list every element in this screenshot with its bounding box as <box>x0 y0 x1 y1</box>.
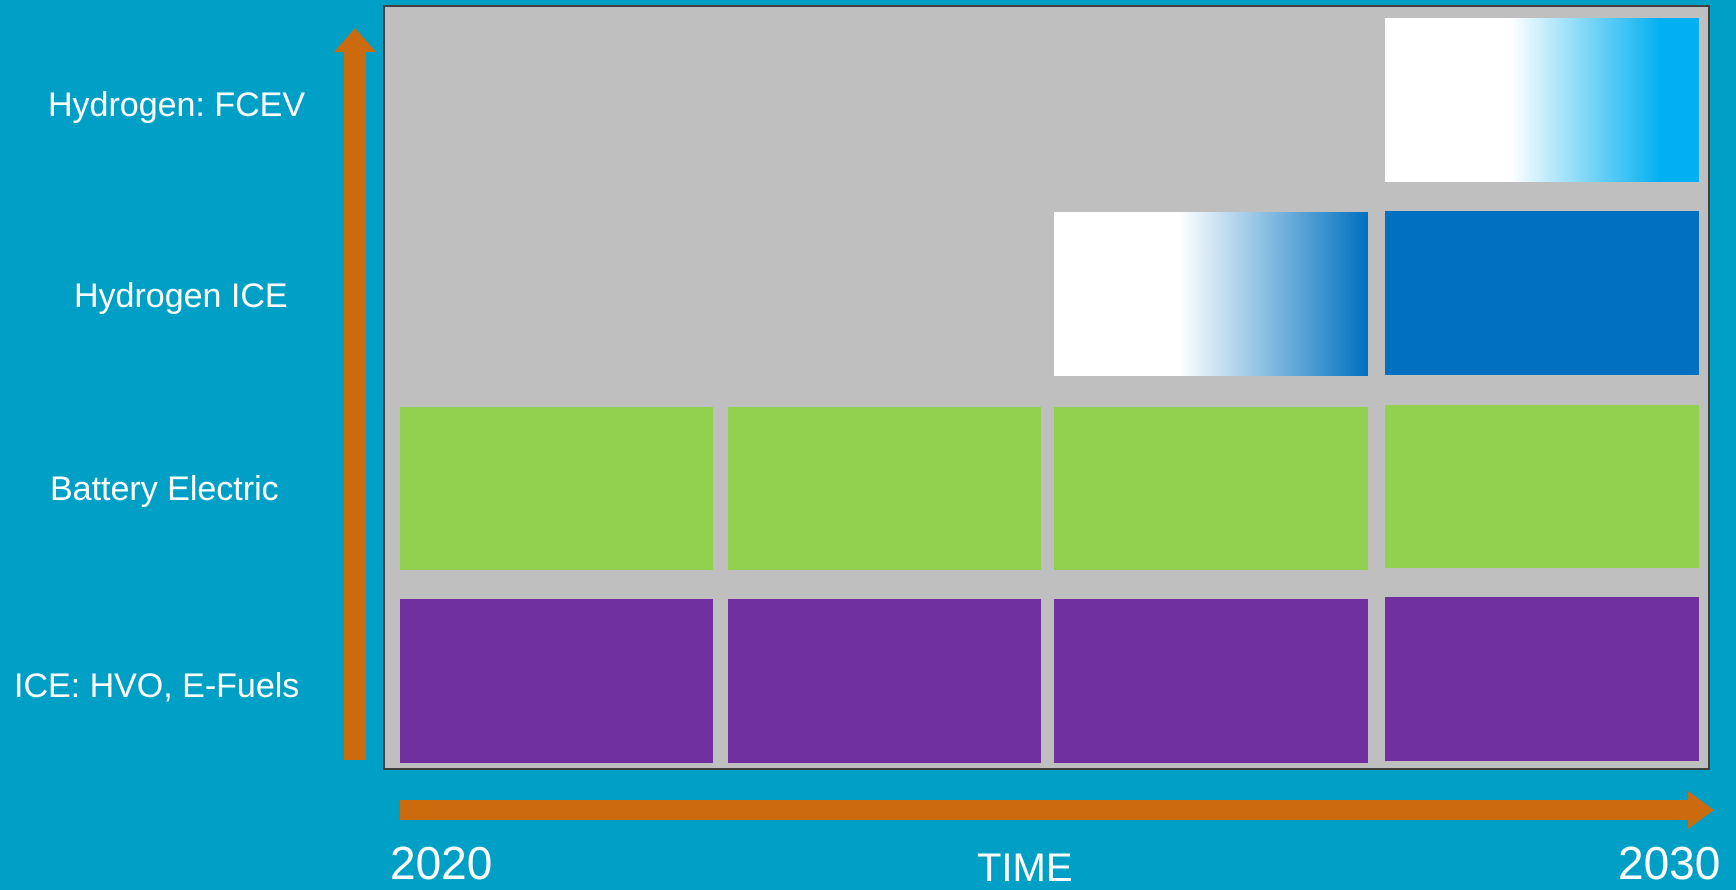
cell-ice-fuels-period-3 <box>1054 599 1368 763</box>
cell-battery-electric-period-4 <box>1385 405 1699 568</box>
time-arrow-shaft <box>400 800 1690 820</box>
cell-hydrogen-ice-period-3 <box>1054 212 1368 376</box>
row-label-battery-electric: Battery Electric <box>50 470 279 508</box>
time-arrow-head <box>1688 791 1714 829</box>
cell-battery-electric-period-3 <box>1054 407 1368 570</box>
technology-grid <box>383 5 1710 770</box>
row-label-hydrogen-ice: Hydrogen ICE <box>74 277 288 315</box>
cell-ice-fuels-period-1 <box>400 599 713 763</box>
cell-ice-fuels-period-2 <box>728 599 1041 763</box>
cell-ice-fuels-period-4 <box>1385 597 1699 761</box>
row-label-hydrogen-fcev: Hydrogen: FCEV <box>48 86 305 124</box>
cell-battery-electric-period-2 <box>728 407 1041 570</box>
vertical-arrow-head <box>334 28 376 52</box>
row-label-ice-fuels: ICE: HVO, E-Fuels <box>14 667 300 705</box>
year-start-label: 2020 <box>390 837 493 889</box>
time-axis-title: TIME <box>977 846 1073 890</box>
cell-battery-electric-period-1 <box>400 407 713 570</box>
vertical-arrow-shaft <box>344 48 366 760</box>
year-end-label: 2030 <box>1618 837 1721 889</box>
cell-hydrogen-fcev-period-4 <box>1385 18 1699 182</box>
cell-hydrogen-ice-period-4 <box>1385 211 1699 375</box>
